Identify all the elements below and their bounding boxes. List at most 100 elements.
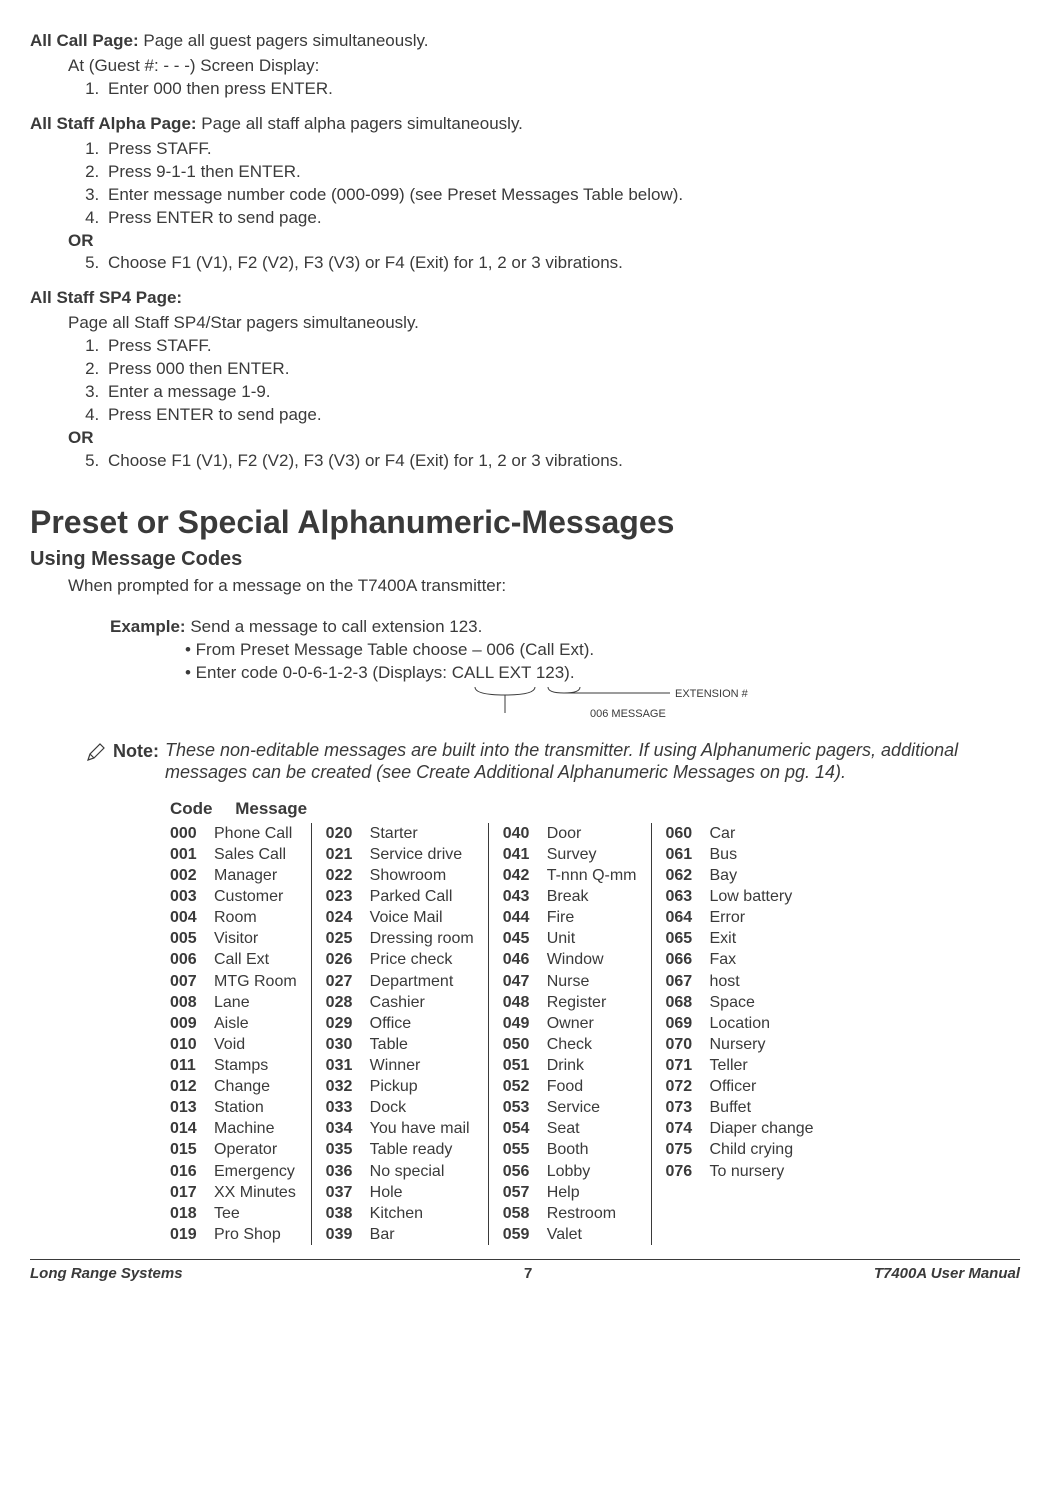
code-message: Pickup: [370, 1076, 418, 1097]
code-row: 045Unit: [503, 928, 637, 949]
heading-desc: Page all staff alpha pagers simultaneous…: [197, 114, 523, 133]
code-number: 076: [666, 1161, 710, 1182]
code-row: 063Low battery: [666, 886, 814, 907]
code-message: Manager: [214, 865, 277, 886]
code-row: 046Window: [503, 949, 637, 970]
code-row: 035Table ready: [326, 1139, 474, 1160]
code-number: 023: [326, 886, 370, 907]
code-number: 017: [170, 1182, 214, 1203]
code-message: Lobby: [547, 1161, 591, 1182]
code-message: Department: [370, 971, 454, 992]
code-number: 010: [170, 1034, 214, 1055]
code-message: Bar: [370, 1224, 395, 1245]
footer-right: T7400A User Manual: [874, 1264, 1020, 1284]
all-call-steps: Enter 000 then press ENTER.: [82, 78, 1020, 101]
codes-col-3: 040Door041Survey042T-nnn Q-mm043Break044…: [489, 823, 652, 1245]
code-row: 009Aisle: [170, 1013, 297, 1034]
all-staff-sp4-heading: All Staff SP4 Page:: [30, 287, 1020, 310]
code-message: Voice Mail: [370, 907, 443, 928]
code-number: 035: [326, 1139, 370, 1160]
code-row: 014Machine: [170, 1118, 297, 1139]
note-row: Note: These non-editable messages are bu…: [85, 739, 1020, 784]
code-number: 059: [503, 1224, 547, 1245]
code-message: Dressing room: [370, 928, 474, 949]
code-row: 044Fire: [503, 907, 637, 928]
code-number: 007: [170, 971, 214, 992]
code-row: 011Stamps: [170, 1055, 297, 1076]
code-message: Emergency: [214, 1161, 295, 1182]
code-message: Stamps: [214, 1055, 268, 1076]
code-row: 018Tee: [170, 1203, 297, 1224]
code-number: 040: [503, 823, 547, 844]
code-message: MTG Room: [214, 971, 297, 992]
code-number: 047: [503, 971, 547, 992]
code-row: 040Door: [503, 823, 637, 844]
code-number: 075: [666, 1139, 710, 1160]
code-number: 028: [326, 992, 370, 1013]
code-row: 068Space: [666, 992, 814, 1013]
list-item: Press ENTER to send page.: [104, 404, 1020, 427]
code-row: 041Survey: [503, 844, 637, 865]
code-row: 047Nurse: [503, 971, 637, 992]
footer-left: Long Range Systems: [30, 1264, 183, 1284]
code-row: 037Hole: [326, 1182, 474, 1203]
code-message: Machine: [214, 1118, 274, 1139]
code-row: 051Drink: [503, 1055, 637, 1076]
code-message: Officer: [710, 1076, 757, 1097]
code-row: 076To nursery: [666, 1161, 814, 1182]
code-number: 013: [170, 1097, 214, 1118]
code-row: 000Phone Call: [170, 823, 297, 844]
code-row: 034You have mail: [326, 1118, 474, 1139]
code-row: 027Department: [326, 971, 474, 992]
code-number: 043: [503, 886, 547, 907]
code-message: Pro Shop: [214, 1224, 281, 1245]
or-label: OR: [68, 427, 1020, 450]
code-number: 025: [326, 928, 370, 949]
code-row: 057Help: [503, 1182, 637, 1203]
code-message: Change: [214, 1076, 270, 1097]
code-number: 018: [170, 1203, 214, 1224]
code-number: 060: [666, 823, 710, 844]
code-message: Survey: [547, 844, 597, 865]
code-number: 038: [326, 1203, 370, 1224]
code-message: Visitor: [214, 928, 258, 949]
code-message: Break: [547, 886, 589, 907]
code-number: 021: [326, 844, 370, 865]
code-number: 045: [503, 928, 547, 949]
all-call-sub: At (Guest #: - - -) Screen Display:: [68, 55, 1020, 78]
code-message: Table: [370, 1034, 408, 1055]
code-number: 046: [503, 949, 547, 970]
code-message: Buffet: [710, 1097, 752, 1118]
code-message: T-nnn Q-mm: [547, 865, 637, 886]
code-number: 072: [666, 1076, 710, 1097]
code-message: Register: [547, 992, 607, 1013]
code-number: 015: [170, 1139, 214, 1160]
code-number: 066: [666, 949, 710, 970]
code-number: 012: [170, 1076, 214, 1097]
code-row: 043Break: [503, 886, 637, 907]
code-message: Bus: [710, 844, 738, 865]
code-message: Customer: [214, 886, 283, 907]
code-row: 016Emergency: [170, 1161, 297, 1182]
code-message: Tee: [214, 1203, 240, 1224]
code-message: Diaper change: [710, 1118, 814, 1139]
code-row: 038Kitchen: [326, 1203, 474, 1224]
code-number: 005: [170, 928, 214, 949]
code-message: Call Ext: [214, 949, 269, 970]
code-message: Nurse: [547, 971, 590, 992]
code-message: Nursery: [710, 1034, 766, 1055]
code-number: 008: [170, 992, 214, 1013]
code-number: 062: [666, 865, 710, 886]
example-row: Example: Send a message to call extensio…: [110, 616, 1020, 639]
code-message: Winner: [370, 1055, 421, 1076]
code-row: 067host: [666, 971, 814, 992]
preset-subtitle: Using Message Codes: [30, 546, 1020, 573]
code-number: 019: [170, 1224, 214, 1245]
code-row: 062Bay: [666, 865, 814, 886]
code-message: Window: [547, 949, 604, 970]
code-message: Kitchen: [370, 1203, 423, 1224]
code-row: 071Teller: [666, 1055, 814, 1076]
code-row: 056Lobby: [503, 1161, 637, 1182]
code-row: 004Room: [170, 907, 297, 928]
code-number: 009: [170, 1013, 214, 1034]
